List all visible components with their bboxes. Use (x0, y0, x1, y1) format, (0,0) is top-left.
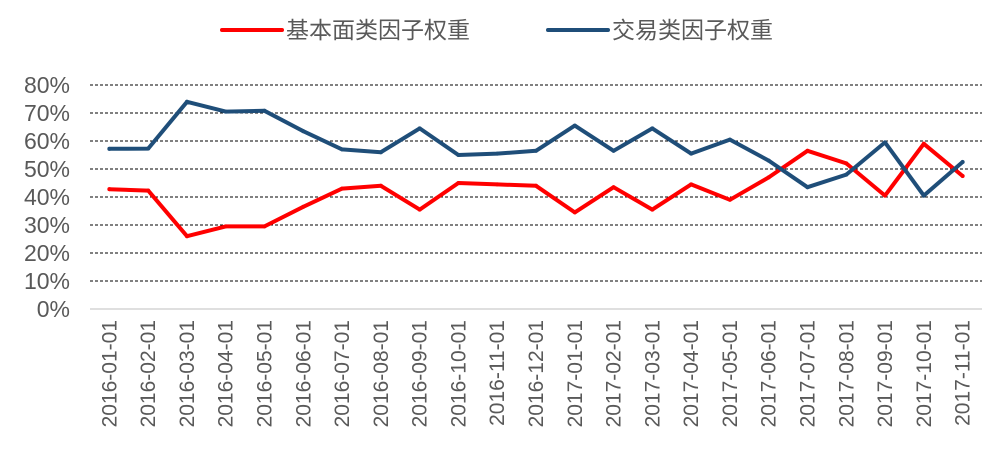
x-axis: 2016-01-01 2016-02-01 2016-03-01 2016-04-01… (90, 308, 982, 427)
y-tick-label: 80% (24, 72, 70, 98)
y-tick-label: 60% (24, 128, 70, 154)
data-point (456, 181, 461, 185)
data-point (883, 193, 888, 198)
legend-label: 交易类因子权重 (612, 18, 773, 44)
data-point (107, 187, 112, 192)
x-tick-label: 2016-01-01 (98, 320, 121, 427)
y-tick-label: 20% (24, 240, 70, 266)
y-tick-label: 50% (24, 156, 70, 182)
data-point (340, 186, 345, 191)
data-point (689, 182, 694, 187)
y-axis: 0%10%20%30%40%50%60%70%80% (24, 72, 70, 322)
x-tick-label: 2017-04-01 (680, 320, 703, 427)
data-point (844, 172, 849, 177)
data-point (766, 175, 771, 180)
data-point (689, 151, 694, 156)
gridlines (90, 84, 982, 282)
y-tick-label: 0% (37, 296, 70, 322)
series-line-2 (107, 99, 965, 198)
x-tick-label: 2017-05-01 (719, 320, 742, 427)
y-tick-label: 70% (24, 100, 70, 126)
data-point (495, 151, 500, 156)
data-point (650, 126, 655, 131)
data-point (146, 188, 151, 193)
data-point (456, 153, 461, 157)
data-point (378, 150, 383, 155)
x-tick-label: 2016-04-01 (215, 320, 238, 427)
x-tick-label: 2017-03-01 (641, 320, 664, 427)
y-tick-label: 10% (24, 268, 70, 294)
data-point (727, 197, 732, 202)
data-point (184, 99, 189, 104)
data-point (572, 210, 577, 215)
data-point (921, 141, 926, 146)
data-point (883, 140, 888, 145)
data-point (611, 185, 616, 190)
data-point (223, 224, 228, 229)
data-point (495, 182, 500, 187)
data-point (262, 224, 267, 229)
data-point (844, 161, 849, 166)
x-tick-label: 2017-01-01 (564, 320, 587, 427)
data-point (805, 185, 810, 190)
x-tick-label: 2016-03-01 (176, 320, 199, 427)
x-tick-label: 2016-02-01 (137, 320, 160, 427)
data-point (146, 146, 151, 151)
x-tick-label: 2016-05-01 (254, 320, 277, 427)
data-point (107, 146, 112, 151)
y-tick-label: 40% (24, 184, 70, 210)
data-point (378, 183, 383, 188)
x-tick-label: 2017-11-01 (952, 320, 975, 426)
data-point (262, 108, 267, 113)
data-point (921, 193, 926, 198)
x-tick-label: 2016-08-01 (370, 320, 393, 427)
data-point (301, 129, 306, 134)
x-tick-label: 2016-10-01 (447, 320, 470, 427)
data-point (766, 158, 771, 163)
x-tick-label: 2016-12-01 (525, 320, 548, 427)
x-tick-label: 2017-09-01 (874, 320, 897, 427)
legend-label: 基本面类因子权重 (286, 18, 470, 44)
data-point (340, 147, 345, 152)
y-tick-label: 30% (24, 212, 70, 238)
x-tick-label: 2017-06-01 (758, 320, 781, 427)
data-point (611, 148, 616, 153)
x-tick-label: 2016-09-01 (409, 320, 432, 427)
x-tick-label: 2016-11-01 (486, 320, 509, 426)
x-tick-label: 2017-02-01 (603, 320, 626, 427)
data-point (534, 148, 538, 153)
data-point (417, 126, 422, 131)
data-point (572, 123, 577, 128)
data-point (727, 137, 732, 142)
series-lines (107, 99, 965, 239)
legend: 基本面类因子权重 交易类因子权重 (220, 18, 773, 44)
x-tick-label: 2016-06-01 (292, 320, 315, 427)
data-point (417, 207, 422, 212)
data-point (650, 207, 655, 212)
data-point (184, 234, 189, 239)
x-tick-label: 2016-07-01 (331, 320, 354, 427)
x-tick-label: 2017-07-01 (796, 320, 819, 427)
x-tick-label: 2017-10-01 (913, 320, 936, 427)
data-point (960, 174, 965, 178)
series-line-1 (107, 141, 965, 239)
data-point (960, 160, 965, 164)
data-point (301, 204, 306, 209)
data-point (805, 148, 810, 153)
x-tick-label: 2017-08-01 (835, 320, 858, 427)
data-point (534, 183, 538, 188)
data-point (223, 109, 228, 114)
